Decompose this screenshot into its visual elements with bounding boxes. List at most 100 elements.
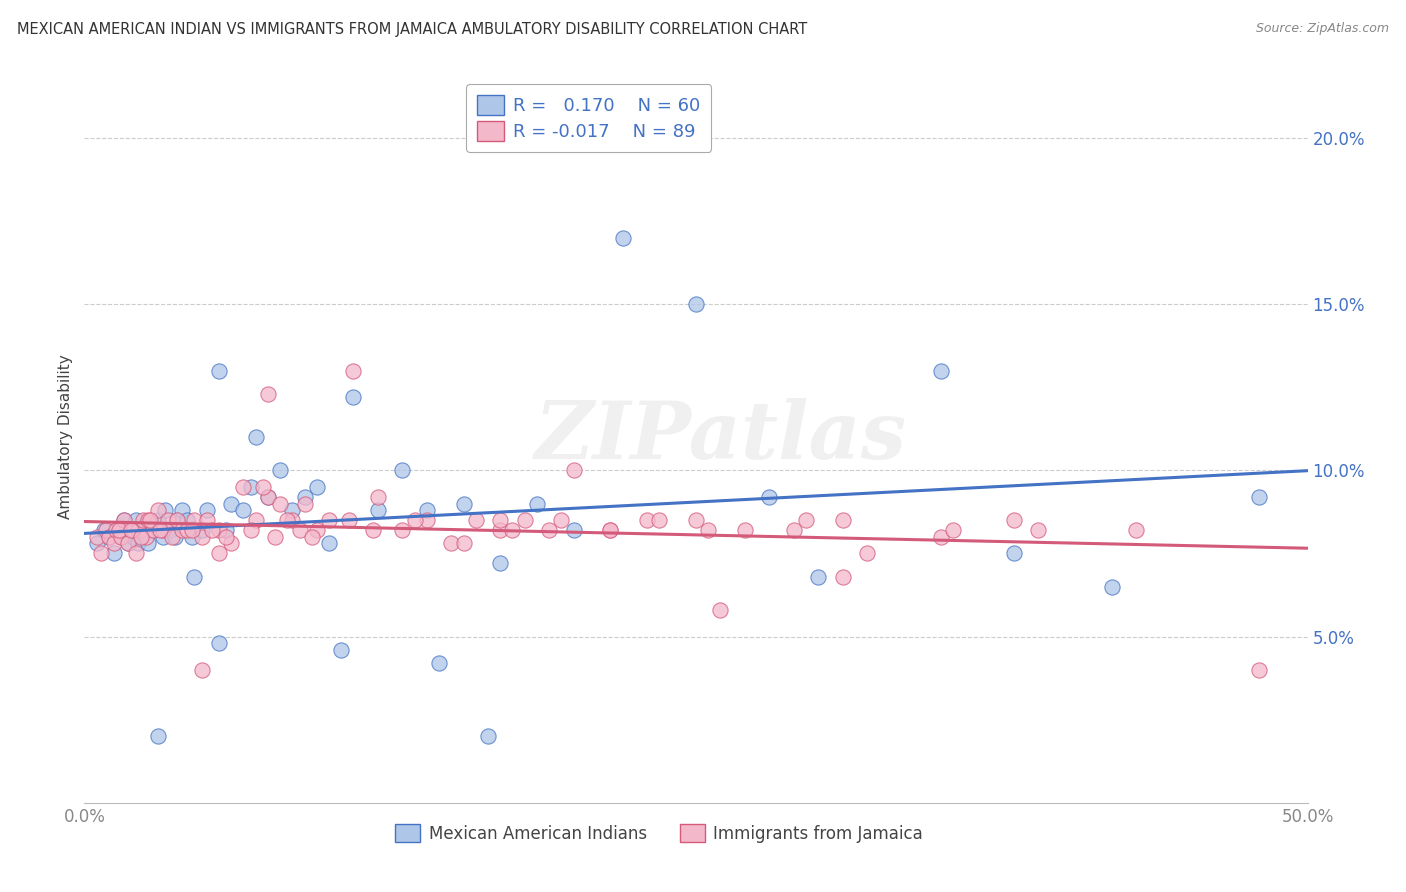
Point [105,523,128,537]
Point [526,497,548,511]
Point [489,557,512,571]
Point [245,430,267,444]
Point [245,513,267,527]
Point [142,523,165,537]
Point [191,530,214,544]
Point [176,513,198,527]
Point [318,536,340,550]
Point [342,390,364,404]
Point [337,513,360,527]
Point [416,513,439,527]
Point [153,503,176,517]
Point [562,523,585,537]
Point [208,546,231,560]
Point [794,513,817,527]
Point [252,480,274,494]
Point [105,523,128,537]
Point [264,530,287,544]
Point [294,490,316,504]
Point [281,513,304,527]
Point [112,513,135,527]
Point [146,513,169,527]
Point [172,503,194,517]
Point [513,513,536,527]
Point [117,536,139,550]
Point [208,363,231,377]
Point [93,523,115,537]
Point [120,523,142,537]
Point [301,530,323,544]
Point [453,536,475,550]
Point [856,546,879,560]
Point [1101,580,1123,594]
Point [305,480,328,494]
Point [146,729,169,743]
Point [758,490,780,504]
Point [208,636,231,650]
Point [86,536,108,550]
Point [183,570,205,584]
Point [1002,513,1025,527]
Point [135,523,157,537]
Text: MEXICAN AMERICAN INDIAN VS IMMIGRANTS FROM JAMAICA AMBULATORY DISABILITY CORRELA: MEXICAN AMERICAN INDIAN VS IMMIGRANTS FR… [17,22,807,37]
Point [709,603,731,617]
Point [219,536,242,550]
Point [219,497,242,511]
Point [139,513,162,527]
Point [215,523,238,537]
Point [239,480,262,494]
Point [1247,490,1270,504]
Point [127,523,149,537]
Point [942,523,965,537]
Point [103,546,125,560]
Point [112,513,135,527]
Point [257,490,280,504]
Point [361,523,384,537]
Point [159,523,181,537]
Point [90,546,112,560]
Point [208,523,231,537]
Point [391,523,413,537]
Point [330,643,353,657]
Point [427,656,450,670]
Point [195,503,218,517]
Point [166,513,188,527]
Point [404,513,426,527]
Point [125,546,148,560]
Point [156,513,179,527]
Point [1247,663,1270,677]
Point [86,530,108,544]
Text: ZIPatlas: ZIPatlas [534,399,907,475]
Point [288,523,311,537]
Point [318,513,340,527]
Point [257,490,280,504]
Point [807,570,830,584]
Y-axis label: Ambulatory Disability: Ambulatory Disability [58,355,73,519]
Point [110,530,132,544]
Point [269,497,291,511]
Point [281,503,304,517]
Point [146,503,169,517]
Point [181,530,204,544]
Point [122,523,145,537]
Point [129,530,152,544]
Point [599,523,621,537]
Point [191,663,214,677]
Point [215,530,238,544]
Point [176,523,198,537]
Point [697,523,720,537]
Point [783,523,806,537]
Point [489,523,512,537]
Point [562,463,585,477]
Point [367,503,389,517]
Point [200,523,222,537]
Point [125,513,148,527]
Point [257,387,280,401]
Point [1002,546,1025,560]
Point [163,530,186,544]
Point [391,463,413,477]
Point [636,513,658,527]
Point [550,513,572,527]
Point [239,523,262,537]
Point [342,363,364,377]
